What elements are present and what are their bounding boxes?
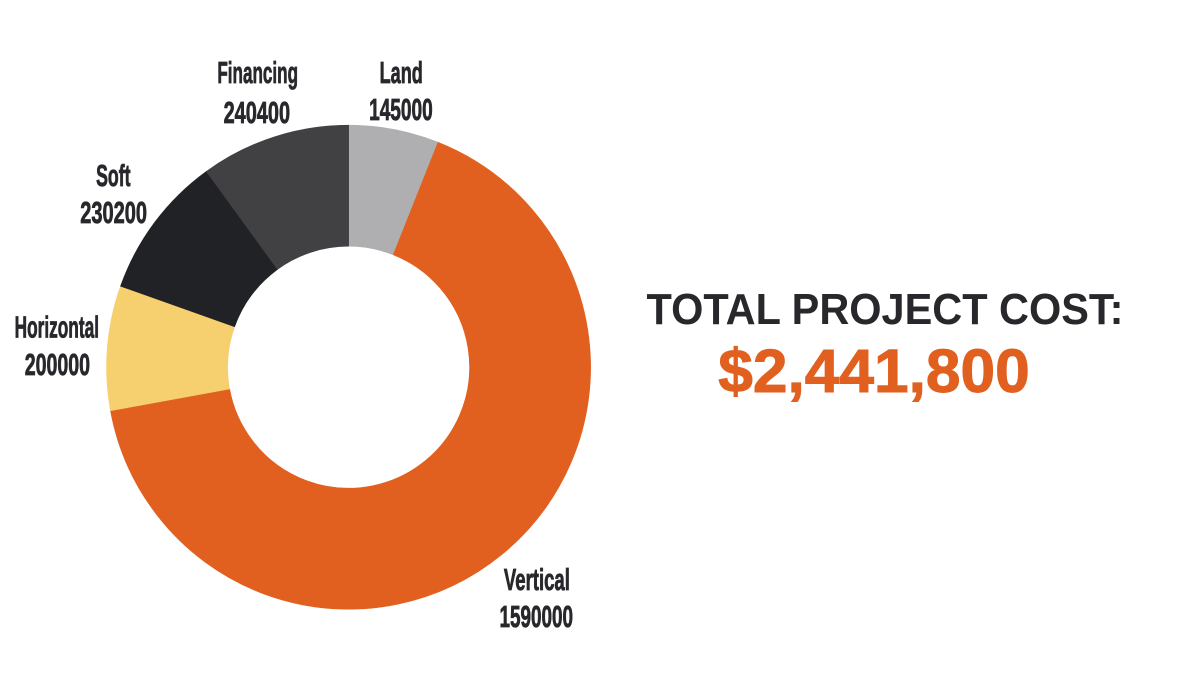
svg-text:TOTAL PROJECT COST:: TOTAL PROJECT COST: bbox=[647, 285, 1124, 334]
svg-text:Horizontal: Horizontal bbox=[15, 310, 99, 345]
svg-text:200000: 200000 bbox=[25, 348, 90, 381]
svg-text:240400: 240400 bbox=[224, 94, 290, 130]
svg-text:1590000: 1590000 bbox=[500, 600, 574, 634]
svg-text:Soft: Soft bbox=[96, 159, 131, 193]
svg-text:Vertical: Vertical bbox=[504, 563, 570, 597]
svg-text:Land: Land bbox=[380, 56, 423, 90]
svg-text:$2,441,800: $2,441,800 bbox=[718, 338, 1030, 407]
svg-text:145000: 145000 bbox=[369, 93, 433, 127]
svg-text:Financing: Financing bbox=[217, 56, 298, 91]
svg-text:230200: 230200 bbox=[80, 194, 147, 230]
